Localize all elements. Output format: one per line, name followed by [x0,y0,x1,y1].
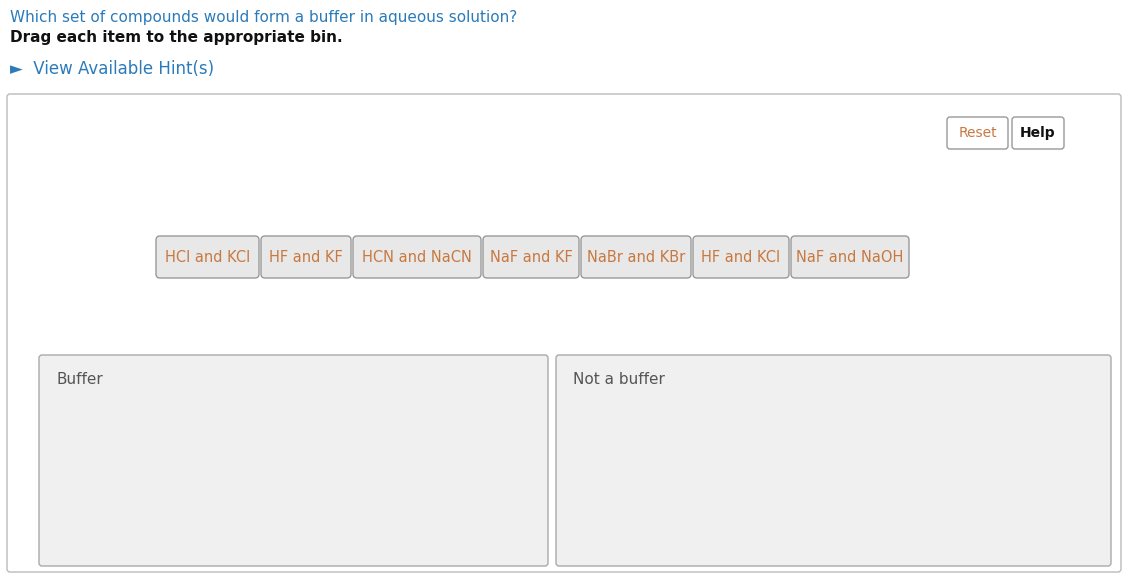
FancyBboxPatch shape [156,236,259,278]
Text: Drag each item to the appropriate bin.: Drag each item to the appropriate bin. [10,30,343,45]
Text: NaF and NaOH: NaF and NaOH [796,249,904,264]
Text: HF and KF: HF and KF [270,249,343,264]
FancyBboxPatch shape [556,355,1111,566]
Text: NaBr and KBr: NaBr and KBr [587,249,685,264]
FancyBboxPatch shape [693,236,788,278]
Text: HCN and NaCN: HCN and NaCN [362,249,472,264]
Text: Which set of compounds would form a buffer in aqueous solution?: Which set of compounds would form a buff… [10,10,518,25]
Text: Reset: Reset [958,126,997,140]
FancyBboxPatch shape [261,236,351,278]
FancyBboxPatch shape [791,236,909,278]
Text: HF and KCl: HF and KCl [702,249,781,264]
FancyBboxPatch shape [353,236,481,278]
Text: Buffer: Buffer [56,372,103,387]
Text: HCl and KCl: HCl and KCl [165,249,250,264]
Text: ►  View Available Hint(s): ► View Available Hint(s) [10,60,214,78]
Text: NaF and KF: NaF and KF [490,249,572,264]
FancyBboxPatch shape [7,94,1121,572]
FancyBboxPatch shape [483,236,579,278]
FancyBboxPatch shape [39,355,548,566]
FancyBboxPatch shape [1012,117,1064,149]
Text: Help: Help [1020,126,1056,140]
FancyBboxPatch shape [581,236,691,278]
Text: Not a buffer: Not a buffer [573,372,664,387]
FancyBboxPatch shape [948,117,1008,149]
